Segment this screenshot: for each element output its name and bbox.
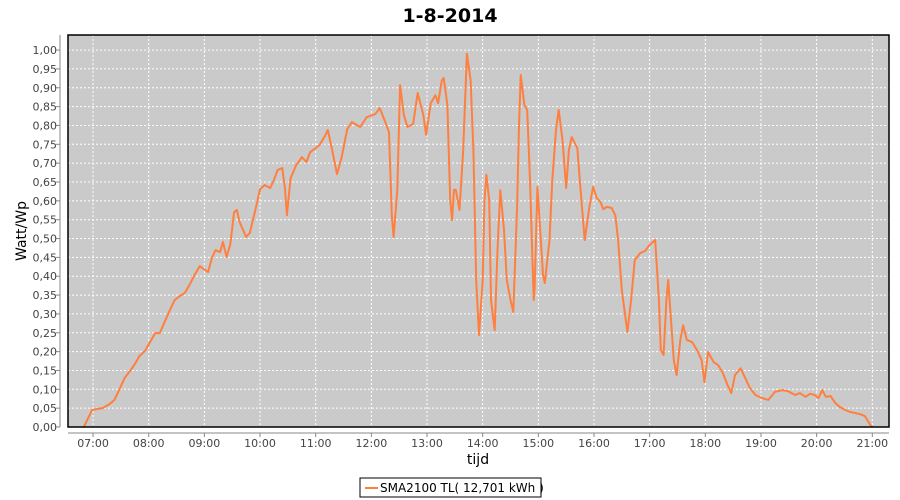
- plot-border: [67, 34, 890, 428]
- series-line: [82, 52, 874, 428]
- y-tick-label: 0,40: [33, 270, 58, 283]
- legend-box: [359, 477, 542, 498]
- x-tick-label: 12:00: [356, 437, 388, 450]
- y-tick-label: 0,95: [33, 63, 58, 76]
- y-tick-label: 0,55: [33, 214, 58, 227]
- y-axis-label: Watt/Wp: [14, 201, 30, 261]
- y-tick-label: 0,45: [33, 251, 58, 264]
- x-tick-label: 18:00: [689, 437, 721, 450]
- x-tick-label: 14:00: [467, 437, 499, 450]
- x-tick-label: 19:00: [745, 437, 777, 450]
- y-tick-label: 0,75: [33, 138, 58, 151]
- x-tick-label: 11:00: [300, 437, 332, 450]
- x-tick-label: 08:00: [133, 437, 165, 450]
- x-axis-label: tijd: [467, 452, 489, 468]
- chart-title: 1-8-2014: [402, 5, 497, 27]
- series-group: [82, 52, 874, 428]
- y-tick-label: 0,30: [33, 308, 58, 321]
- y-tick-label: 0,20: [33, 346, 58, 359]
- y-tick-label: 0,05: [33, 402, 58, 415]
- x-tick-label: 09:00: [189, 437, 221, 450]
- y-tick-label: 0,60: [33, 195, 58, 208]
- y-tick-label: 0,70: [33, 157, 58, 170]
- x-tick-label: 15:00: [522, 437, 554, 450]
- grid: [68, 35, 889, 428]
- y-tick-label: 1,00: [33, 44, 58, 57]
- legend: SMA2100 TL( 12,701 kWh ): [359, 477, 544, 498]
- x-tick-label: 13:00: [411, 437, 443, 450]
- y-tick-label: 0,90: [33, 82, 58, 95]
- x-tick-label: 07:00: [77, 437, 109, 450]
- x-tick-label: 20:00: [801, 437, 833, 450]
- y-tick-label: 0,10: [33, 383, 58, 396]
- y-tick-label: 0,25: [33, 327, 58, 340]
- y-tick-label: 0,15: [33, 364, 58, 377]
- legend-label: SMA2100 TL( 12,701 kWh ): [380, 481, 544, 495]
- x-tick-label: 21:00: [856, 437, 888, 450]
- y-tick-label: 0,85: [33, 101, 58, 114]
- y-axis-ticks: 0,00 0,05 0,10 0,15 0,20 0,25 0,30 0,35 0,40 0,45…: [33, 44, 60, 434]
- y-tick-label: 0,50: [33, 233, 58, 246]
- x-tick-label: 16:00: [578, 437, 610, 450]
- plot-area: [68, 35, 889, 427]
- y-tick-label: 0,65: [33, 176, 58, 189]
- x-axis-ticks: 07:00 08:00 09:00 10:00 11:00 12:00 13:00 14:00…: [77, 433, 888, 450]
- x-tick-label: 17:00: [634, 437, 666, 450]
- x-tick-label: 10:00: [244, 437, 276, 450]
- y-tick-label: 0,80: [33, 119, 58, 132]
- y-tick-label: 0,00: [33, 421, 58, 434]
- y-tick-label: 0,35: [33, 289, 58, 302]
